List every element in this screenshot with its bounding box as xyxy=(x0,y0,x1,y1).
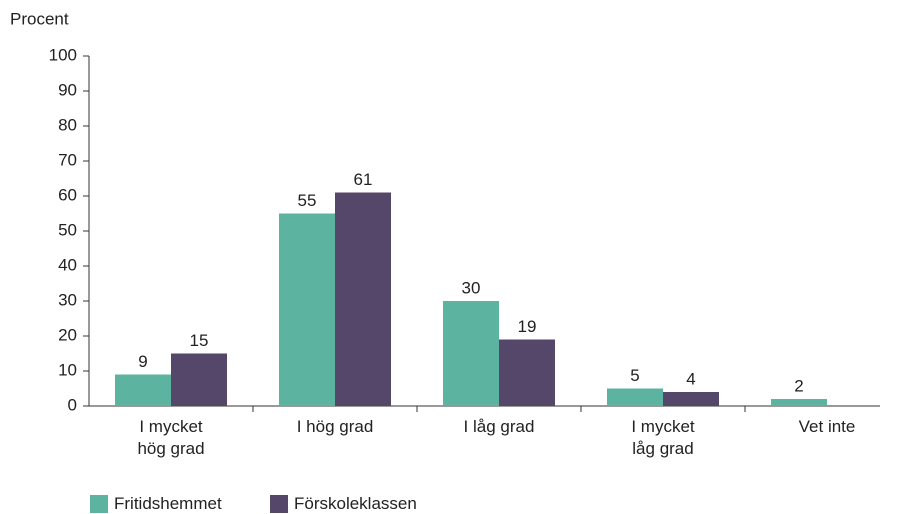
data-label: 15 xyxy=(190,331,209,350)
y-axis-label: Procent xyxy=(10,9,69,28)
legend-swatch xyxy=(90,495,108,513)
y-tick-label: 40 xyxy=(58,255,77,274)
x-tick-label: I mycket hög grad xyxy=(137,417,205,458)
bar xyxy=(443,301,499,406)
data-label: 19 xyxy=(518,317,537,336)
y-tick-label: 90 xyxy=(58,80,77,99)
bar xyxy=(499,339,555,406)
x-tick-label: I mycket låg grad xyxy=(631,417,695,458)
y-tick-label: 10 xyxy=(58,360,77,379)
data-label: 61 xyxy=(354,170,373,189)
legend-label: Fritidshemmet xyxy=(114,494,222,513)
bar xyxy=(335,192,391,406)
y-tick-label: 60 xyxy=(58,185,77,204)
y-tick-label: 70 xyxy=(58,150,77,169)
data-label: 30 xyxy=(462,278,481,297)
data-label: 4 xyxy=(686,369,695,388)
legend-label: Förskoleklassen xyxy=(294,494,417,513)
y-tick-label: 30 xyxy=(58,290,77,309)
y-tick-label: 50 xyxy=(58,220,77,239)
legend-swatch xyxy=(270,495,288,513)
legend-item: Förskoleklassen xyxy=(270,494,417,514)
data-label: 5 xyxy=(630,366,639,385)
data-label: 9 xyxy=(138,352,147,371)
y-tick-label: 100 xyxy=(49,45,77,64)
x-tick-label: I hög grad xyxy=(296,417,374,436)
bar xyxy=(171,353,227,406)
y-tick-label: 80 xyxy=(58,115,77,134)
data-label: 2 xyxy=(794,376,803,395)
legend-item: Fritidshemmet xyxy=(90,494,222,514)
bar xyxy=(607,388,663,406)
y-tick-label: 0 xyxy=(68,395,77,414)
data-label: 55 xyxy=(298,191,317,210)
x-tick-label: Vet inte xyxy=(798,417,856,436)
bar xyxy=(663,392,719,406)
x-tick-label: I låg grad xyxy=(463,417,535,436)
bar xyxy=(115,374,171,406)
bar xyxy=(771,399,827,406)
bar xyxy=(279,213,335,406)
y-tick-label: 20 xyxy=(58,325,77,344)
